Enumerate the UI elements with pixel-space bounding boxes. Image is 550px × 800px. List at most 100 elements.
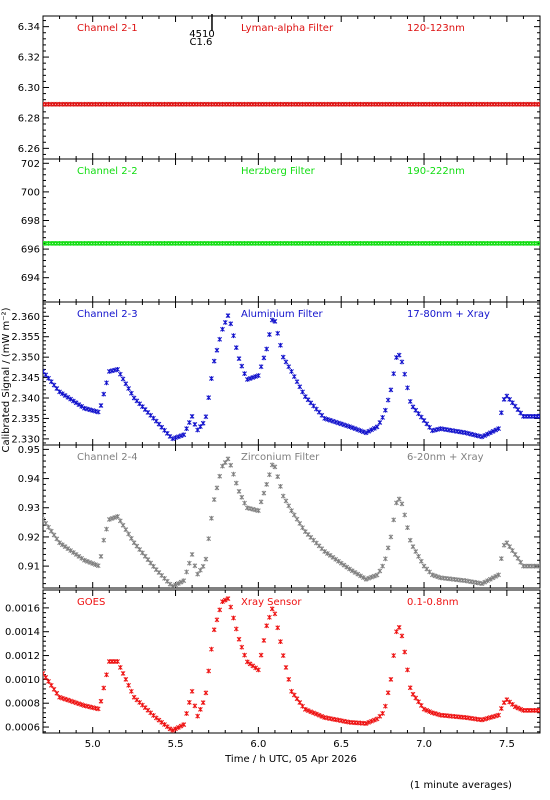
- data-point: [82, 557, 87, 563]
- data-point: [267, 614, 272, 620]
- data-point: [101, 391, 107, 397]
- data-point: [264, 623, 270, 629]
- y-tick-label: 700: [21, 187, 40, 198]
- data-point: [43, 517, 46, 522]
- data-point: [479, 434, 485, 440]
- data-point: [181, 722, 187, 728]
- y-tick-label: 694: [21, 273, 40, 284]
- data-point: [178, 579, 184, 585]
- data-point: [388, 387, 394, 393]
- data-point: [297, 521, 303, 526]
- data-point: [383, 703, 388, 709]
- data-point: [399, 501, 405, 507]
- data-point: [388, 676, 394, 682]
- data-point: [209, 646, 214, 652]
- data-point: [407, 685, 413, 691]
- series-points: [43, 240, 540, 246]
- data-point: [79, 555, 85, 561]
- data-point: [247, 376, 253, 381]
- data-point: [46, 678, 51, 684]
- series-points: [43, 101, 540, 107]
- data-point: [278, 639, 283, 645]
- data-point: [186, 560, 192, 566]
- data-point: [275, 625, 281, 631]
- data-point: [236, 636, 242, 642]
- data-point: [496, 572, 501, 578]
- data-point: [512, 704, 518, 710]
- data-point: [253, 665, 258, 671]
- data-point: [330, 554, 336, 560]
- data-point: [170, 583, 176, 588]
- data-point: [173, 726, 178, 732]
- data-point: [300, 389, 305, 395]
- data-point: [498, 410, 504, 416]
- data-point: [308, 709, 314, 715]
- data-point: [98, 403, 104, 408]
- panel-frame: [42, 158, 541, 303]
- data-point: [410, 691, 416, 697]
- data-point: [374, 572, 380, 578]
- data-point: [498, 706, 504, 711]
- data-point: [258, 652, 264, 658]
- data-point: [73, 700, 79, 706]
- data-point: [214, 617, 220, 623]
- x-axis: 5.0 5.5 6.0 6.5 7.0 7.5: [85, 739, 515, 750]
- data-point: [352, 570, 358, 575]
- data-point: [482, 579, 488, 585]
- data-point: [220, 463, 225, 469]
- data-point: [189, 688, 195, 694]
- data-point: [512, 552, 518, 557]
- data-point: [54, 536, 60, 542]
- data-point: [217, 473, 223, 479]
- data-point: [369, 427, 374, 433]
- data-point: [90, 561, 96, 566]
- data-point: [396, 624, 402, 630]
- y-tick-label: 0.0006: [5, 723, 40, 734]
- data-point: [283, 359, 289, 365]
- data-point: [65, 394, 71, 400]
- data-point: [123, 676, 129, 682]
- data-point: [429, 572, 435, 578]
- data-point: [112, 515, 118, 520]
- data-point: [344, 564, 350, 570]
- data-point: [195, 571, 200, 577]
- data-point: [490, 428, 496, 434]
- data-point: [347, 424, 352, 430]
- data-point: [385, 545, 391, 551]
- data-point: [68, 396, 73, 402]
- data-point: [198, 567, 203, 573]
- data-point: [507, 544, 512, 550]
- data-point: [291, 512, 297, 518]
- data-point: [482, 433, 488, 438]
- data-point: [355, 571, 361, 577]
- data-point: [59, 695, 65, 701]
- data-point: [225, 596, 231, 602]
- data-point: [211, 627, 217, 633]
- data-point: [261, 355, 267, 361]
- data-point: [62, 393, 68, 398]
- data-point: [358, 428, 363, 434]
- data-point: [84, 558, 90, 564]
- y-tick-label: 2.350: [11, 353, 40, 364]
- data-point: [366, 575, 372, 581]
- data-point: [327, 417, 333, 423]
- y-tick-label: 0.95: [18, 445, 40, 456]
- x-tick-label: 7.5: [499, 739, 515, 750]
- data-point: [239, 644, 245, 650]
- data-point: [355, 427, 361, 433]
- data-point: [184, 426, 189, 432]
- data-point: [106, 517, 112, 522]
- data-point: [402, 649, 408, 655]
- data-point: [231, 333, 236, 339]
- data-point: [421, 706, 427, 712]
- data-point: [200, 563, 206, 569]
- data-point: [178, 723, 184, 729]
- data-point: [225, 456, 231, 462]
- data-point: [338, 560, 344, 566]
- panels-group: 6.26 6.28 6.30 6.32 6.34 Channel 2-1 Lyman-alp…: [5, 15, 541, 734]
- data-point: [231, 471, 236, 477]
- data-point: [228, 604, 234, 610]
- panel-band-label: 120-123nm: [407, 23, 465, 34]
- data-point: [48, 528, 54, 534]
- y-tick-label: 696: [21, 245, 40, 256]
